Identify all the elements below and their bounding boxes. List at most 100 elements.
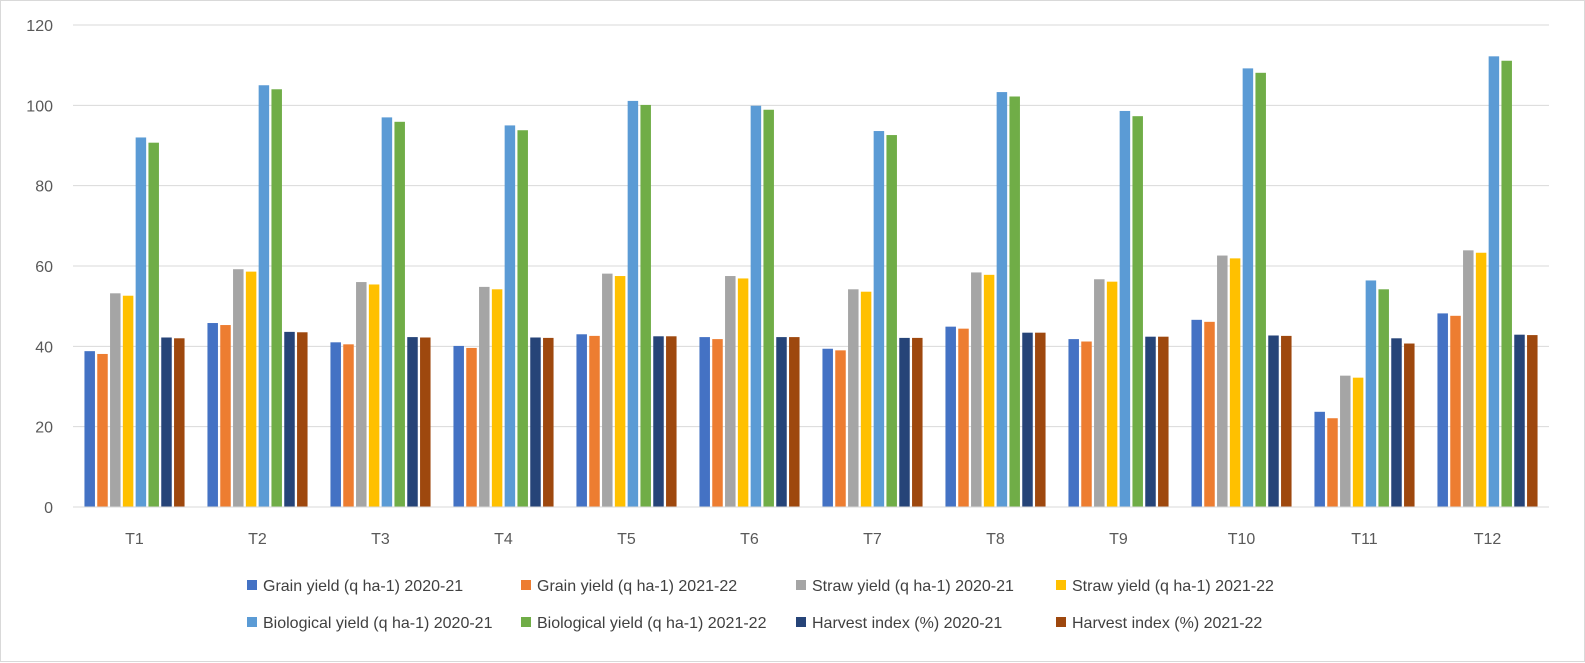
bar-T9-series-7 (1145, 336, 1156, 507)
legend-swatch (796, 580, 806, 590)
bar-T2-series-2 (220, 325, 231, 507)
bar-T7-series-1 (822, 348, 833, 507)
bar-T1-series-6 (148, 142, 159, 507)
bar-T11-series-6 (1378, 289, 1389, 507)
bar-T10-series-6 (1255, 72, 1266, 507)
legend-item: Straw yield (q ha-1) 2021-22 (1056, 578, 1274, 595)
y-tick-label: 60 (35, 259, 53, 276)
bar-T7-series-6 (886, 135, 897, 507)
legend-item: Harvest index (%) 2020-21 (796, 615, 1002, 632)
legend-label: Grain yield (q ha-1) 2020-21 (263, 578, 463, 595)
x-tick-label: T8 (986, 531, 1005, 548)
bar-T2-series-3 (233, 269, 244, 507)
x-tick-label: T9 (1109, 531, 1128, 548)
x-tick-label: T6 (740, 531, 759, 548)
legend-item: Straw yield (q ha-1) 2020-21 (796, 578, 1014, 595)
bar-T9-series-4 (1106, 281, 1118, 507)
bar-T12-series-4 (1475, 252, 1487, 507)
bar-T11-series-7 (1391, 338, 1402, 507)
bar-T2-series-1 (207, 323, 218, 507)
bar-T5-series-6 (640, 104, 651, 507)
x-tick-label: T12 (1474, 531, 1502, 548)
bar-T10-series-2 (1204, 321, 1215, 507)
bar-T10-series-7 (1268, 335, 1279, 507)
legend-swatch (521, 617, 531, 627)
bar-T10-series-3 (1217, 255, 1228, 507)
legend: Grain yield (q ha-1) 2020-21 Grain yield … (247, 578, 1274, 632)
y-tick-label: 120 (26, 18, 53, 35)
legend-swatch (247, 580, 257, 590)
bar-T12-series-5 (1488, 56, 1500, 508)
legend-swatch (247, 617, 257, 627)
legend-label: Harvest index (%) 2020-21 (812, 615, 1002, 632)
bar-T2-series-7 (284, 331, 295, 507)
bar-T6-series-7 (776, 337, 787, 507)
bar-T3-series-5 (381, 117, 393, 507)
bar-T12-series-2 (1450, 315, 1461, 507)
bar-T6-series-1 (699, 337, 710, 507)
y-tick-label: 100 (26, 98, 53, 115)
bar-T11-series-1 (1314, 411, 1325, 507)
legend-label: Harvest index (%) 2021-22 (1072, 615, 1262, 632)
y-tick-label: 80 (35, 179, 53, 196)
bar-T3-series-1 (330, 342, 341, 507)
bar-T10-series-5 (1242, 68, 1254, 507)
bar-T8-series-7 (1022, 332, 1033, 507)
bar-T2-series-8 (297, 332, 308, 507)
bar-T8-series-3 (971, 272, 982, 507)
bar-T7-series-7 (899, 337, 910, 507)
bar-T12-series-3 (1463, 250, 1474, 507)
bars (84, 56, 1538, 508)
bar-T6-series-8 (789, 337, 800, 507)
legend-label: Straw yield (q ha-1) 2021-22 (1072, 578, 1274, 595)
bar-T9-series-8 (1158, 336, 1169, 507)
bar-T9-series-1 (1068, 339, 1079, 507)
bar-T7-series-4 (860, 291, 872, 507)
bar-T4-series-1 (453, 345, 464, 507)
legend-item: Grain yield (q ha-1) 2021-22 (521, 578, 737, 595)
bar-T12-series-8 (1527, 335, 1538, 507)
bar-T1-series-1 (84, 351, 95, 507)
bar-T1-series-8 (174, 338, 185, 507)
bar-T2-series-5 (258, 85, 270, 507)
legend-label: Biological yield (q ha-1) 2021-22 (537, 615, 767, 632)
bar-T12-series-7 (1514, 334, 1525, 507)
bar-T9-series-2 (1081, 341, 1092, 507)
bar-T11-series-4 (1352, 377, 1364, 507)
bar-T9-series-5 (1119, 110, 1131, 507)
bar-T8-series-6 (1009, 96, 1020, 507)
bar-T1-series-2 (97, 353, 108, 507)
bar-T9-series-6 (1132, 116, 1143, 507)
bar-T2-series-4 (245, 271, 257, 507)
bar-T1-series-7 (161, 337, 172, 507)
legend-label: Grain yield (q ha-1) 2021-22 (537, 578, 737, 595)
x-tick-label: T7 (863, 531, 882, 548)
gridlines (73, 24, 1549, 428)
legend-item: Biological yield (q ha-1) 2021-22 (521, 615, 767, 632)
bar-T4-series-4 (491, 289, 503, 507)
bar-T1-series-4 (122, 295, 134, 507)
bar-T2-series-6 (271, 89, 282, 508)
legend-label: Biological yield (q ha-1) 2020-21 (263, 615, 493, 632)
bar-T7-series-3 (848, 289, 859, 507)
legend-swatch (796, 617, 806, 627)
x-tick-label: T10 (1228, 531, 1256, 548)
bar-T8-series-2 (958, 328, 969, 507)
bar-T9-series-3 (1094, 279, 1105, 507)
bar-T5-series-2 (589, 335, 600, 507)
bar-T4-series-7 (530, 337, 541, 507)
bar-T7-series-8 (912, 337, 923, 507)
legend-swatch (1056, 580, 1066, 590)
legend-label: Straw yield (q ha-1) 2020-21 (812, 578, 1014, 595)
y-axis-ticks: 0 20 40 60 80 100 120 (26, 18, 53, 517)
bar-T6-series-2 (712, 339, 723, 507)
bar-T8-series-5 (996, 92, 1008, 507)
bar-T3-series-7 (407, 337, 418, 507)
bar-T4-series-8 (543, 337, 554, 507)
bar-T3-series-8 (420, 337, 431, 507)
y-tick-label: 40 (35, 339, 53, 356)
bar-T10-series-4 (1229, 258, 1241, 507)
legend-item: Harvest index (%) 2021-22 (1056, 615, 1262, 632)
